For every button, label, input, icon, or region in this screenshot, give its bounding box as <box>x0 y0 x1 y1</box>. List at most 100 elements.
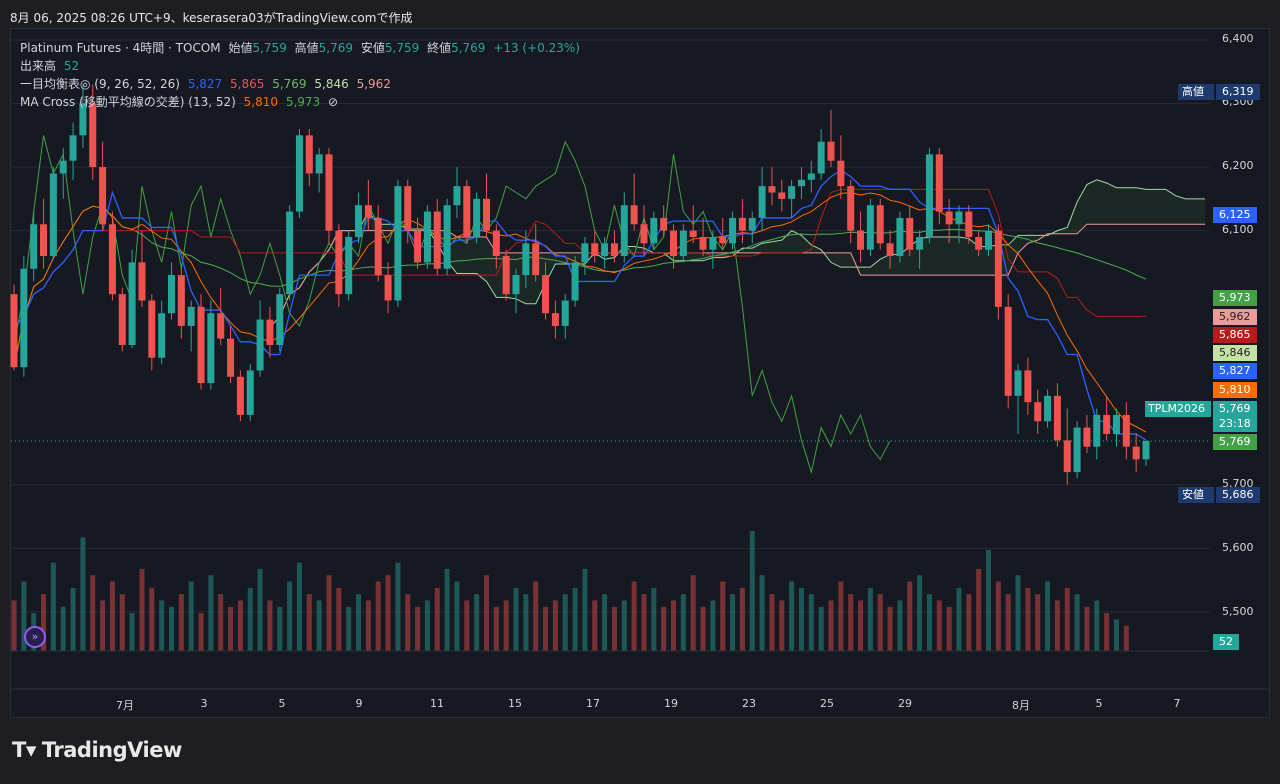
legend-ma-label: MA Cross (移動平均線の交差) (13, 52) <box>20 95 236 109</box>
volume-bar <box>543 606 549 651</box>
symbol-tag: TPLM2026 <box>1145 401 1211 417</box>
volume-bar <box>749 531 755 651</box>
x-tick-label: 25 <box>820 697 834 710</box>
volume-bar <box>424 600 430 651</box>
volume-bar <box>159 600 165 651</box>
legend-ichimoku-row[interactable]: 一目均衡表◎ (9, 26, 52, 26) 5,827 5,865 5,769… <box>20 75 395 92</box>
legend-ichimoku-label: 一目均衡表◎ (9, 26, 52, 26) <box>20 77 180 91</box>
legend-volume: 52 <box>63 59 80 73</box>
candle-body <box>325 154 333 231</box>
candle-body <box>748 217 756 231</box>
candle-body <box>1044 395 1052 422</box>
volume-bar <box>80 537 86 651</box>
span-b-line <box>269 223 1206 328</box>
volume-bar <box>50 562 56 651</box>
candle-body <box>256 319 264 371</box>
candle-body <box>286 211 294 295</box>
candle-body <box>916 236 924 250</box>
volume-bar <box>119 594 125 651</box>
chart-panel[interactable] <box>10 28 1270 718</box>
candle-body <box>40 224 48 257</box>
candle-body <box>1093 414 1101 447</box>
kijun-badge: 5,865 <box>1213 327 1257 343</box>
candle-body <box>118 294 126 345</box>
candle-body <box>99 167 107 225</box>
volume-bar <box>789 581 795 651</box>
volume-bar <box>41 594 47 651</box>
hide-icon[interactable]: ⊘ <box>328 95 339 109</box>
volume-bar <box>858 600 864 651</box>
candle-body <box>453 186 461 206</box>
candle-body <box>719 236 727 244</box>
candle-body <box>1083 427 1091 447</box>
volume-bar <box>1123 625 1129 651</box>
candle-body <box>985 230 993 250</box>
chikou-badge: 5,769 <box>1213 434 1257 450</box>
y-tick-label: 6,400 <box>1222 32 1254 45</box>
volume-bar <box>237 600 243 651</box>
candle-body <box>1034 402 1042 422</box>
x-tick-label: 19 <box>664 697 678 710</box>
candle-body <box>463 186 471 237</box>
volume-bar <box>739 587 745 651</box>
volume-bar <box>287 581 293 651</box>
candle-body <box>797 179 805 187</box>
legend-ma-row[interactable]: MA Cross (移動平均線の交差) (13, 52) 5,810 5,973… <box>20 93 342 110</box>
legend-high-label: 高値 <box>294 41 319 55</box>
tradingview-mark-icon: T▾ <box>12 738 36 762</box>
volume-bar <box>917 575 923 651</box>
candle-body <box>709 236 717 250</box>
volume-bar <box>611 606 617 651</box>
volume-bar <box>651 587 657 651</box>
low-value-badge: 5,686 <box>1216 487 1260 503</box>
candle-body <box>187 306 195 326</box>
volume-bar <box>198 613 204 651</box>
candle-body <box>414 230 422 263</box>
candle-body <box>384 275 392 301</box>
volume-bar <box>779 600 785 651</box>
volume-bar <box>11 600 17 651</box>
candle-body <box>20 268 28 368</box>
volume-bar <box>139 568 145 651</box>
candle-body <box>148 300 156 358</box>
candle-body <box>788 186 796 199</box>
candle-body <box>492 230 500 257</box>
candle-body <box>758 186 766 218</box>
x-tick-label: 5 <box>1095 697 1103 710</box>
tradingview-wordmark: TradingView <box>41 738 182 762</box>
volume-bar <box>454 581 460 651</box>
candle-body <box>167 275 175 314</box>
candle-body <box>935 154 943 212</box>
volume-bar <box>296 562 302 651</box>
bar-countdown: 23:18 <box>1213 416 1257 432</box>
volume-bar <box>671 600 677 651</box>
volume-bar <box>769 594 775 651</box>
x-tick-label: 7月 <box>116 699 134 712</box>
x-tick-label: 7 <box>1173 697 1181 710</box>
volume-bar <box>1074 594 1080 651</box>
candle-body <box>522 243 530 276</box>
legend-low: 5,759 <box>384 41 420 55</box>
legend-spanA-value: 5,846 <box>314 77 349 91</box>
volume-bar <box>503 600 509 651</box>
replay-icon[interactable]: » <box>24 626 46 648</box>
legend-kijun-value: 5,865 <box>230 77 265 91</box>
high-label-badge: 高値 <box>1178 84 1214 100</box>
volume-bar <box>415 606 421 651</box>
volume-bar <box>552 600 558 651</box>
candle-body <box>660 217 668 231</box>
volume-bar <box>690 575 696 651</box>
x-tick-label: 15 <box>508 697 522 710</box>
volume-badge: 52 <box>1213 634 1239 650</box>
candle-body <box>945 211 953 225</box>
candle-body <box>197 306 205 384</box>
volume-bar <box>995 581 1001 651</box>
volume-bar <box>208 575 214 651</box>
volume-bar <box>1035 594 1041 651</box>
candle-body <box>738 217 746 231</box>
volume-bar <box>336 587 342 651</box>
kijun-line <box>13 188 1146 328</box>
x-tick-label: 17 <box>586 697 600 710</box>
volume-bar <box>464 600 470 651</box>
